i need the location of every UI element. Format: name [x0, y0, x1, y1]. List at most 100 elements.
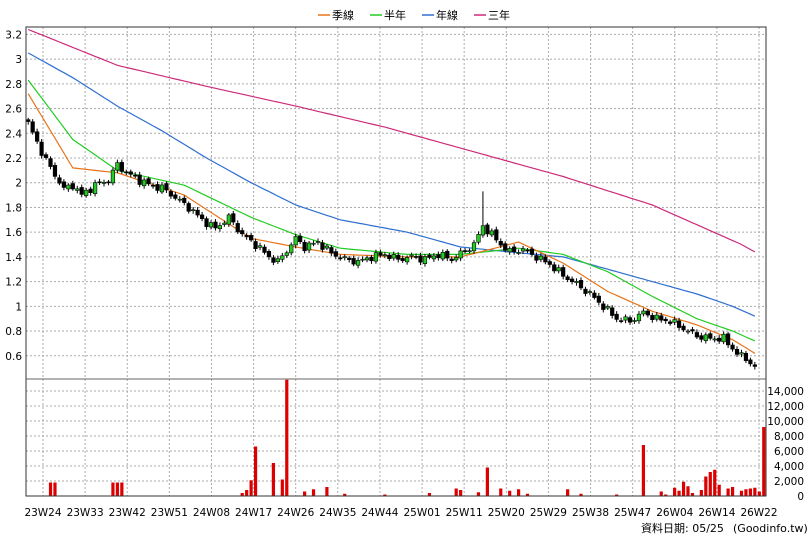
- candle-body: [529, 248, 535, 255]
- candle-body: [699, 335, 704, 340]
- sma-half-line: [27, 79, 756, 342]
- candle-body: [235, 223, 240, 233]
- price-tick-9: 1.4: [5, 252, 22, 264]
- candle-body: [427, 254, 432, 258]
- price-tick-13: 0.6: [5, 351, 22, 363]
- candle-body: [387, 254, 392, 260]
- candle-body: [226, 214, 231, 225]
- volume-bar: [748, 488, 752, 496]
- candle-body: [195, 209, 200, 216]
- candle-body: [217, 225, 223, 230]
- candle-body: [302, 241, 307, 252]
- candle-body: [84, 189, 89, 197]
- candle-body: [271, 257, 276, 263]
- volume-bar: [485, 467, 489, 496]
- candle-body: [315, 241, 321, 243]
- candle-body: [231, 213, 236, 223]
- price-grid: [26, 27, 766, 496]
- candle-body: [726, 333, 731, 346]
- candle-body: [534, 255, 539, 261]
- volume-bar: [726, 488, 730, 496]
- candle-body: [476, 234, 481, 243]
- candle-body: [503, 243, 508, 251]
- candle-body: [204, 218, 209, 228]
- candle-body: [351, 258, 356, 265]
- volume-tick-1: 12,000: [767, 401, 804, 413]
- legend-label-0: 季線: [332, 8, 354, 22]
- candle-body: [445, 250, 450, 259]
- candle-body: [35, 131, 40, 142]
- candle-body: [512, 246, 517, 252]
- candle-body: [578, 280, 584, 289]
- candle-body: [391, 254, 396, 259]
- legend-label-1: 半年: [384, 8, 406, 22]
- volume-bar: [343, 493, 347, 496]
- candle-body: [552, 264, 557, 272]
- volume-bar: [240, 493, 244, 496]
- candle-body: [97, 181, 102, 184]
- candle-body: [569, 278, 575, 283]
- x-tick-8: 24W44: [361, 507, 398, 519]
- candle-body: [561, 267, 566, 277]
- candle-body: [614, 313, 619, 320]
- candle-body: [619, 320, 624, 322]
- candle-body: [280, 255, 285, 260]
- candle-body: [289, 244, 294, 254]
- volume-bar: [699, 490, 703, 496]
- candle-body: [409, 254, 414, 257]
- x-tick-6: 24W26: [277, 507, 314, 519]
- candle-body: [253, 241, 258, 249]
- candle-body: [39, 141, 44, 156]
- candle-body: [601, 303, 606, 310]
- candle-body: [101, 181, 107, 184]
- candle-body: [364, 257, 370, 261]
- volume-bar: [566, 489, 570, 496]
- x-tick-17: 26W22: [740, 507, 777, 519]
- volume-bar: [383, 494, 387, 496]
- candle-body: [422, 256, 428, 264]
- price-tick-1: 3: [15, 54, 22, 66]
- x-tick-15: 26W04: [656, 507, 693, 519]
- candle-body: [596, 295, 601, 303]
- volume-bar: [686, 486, 690, 496]
- volume-bar: [303, 491, 307, 496]
- candle-body: [636, 313, 642, 322]
- volume-bar: [717, 484, 721, 496]
- candle-body: [405, 257, 410, 263]
- candle-body: [480, 225, 486, 236]
- volume-bar: [249, 480, 253, 496]
- price-tick-12: 0.8: [5, 326, 22, 338]
- x-tick-1: 23W33: [67, 507, 104, 519]
- volume-bar: [579, 493, 583, 496]
- price-tick-4: 2.4: [5, 128, 22, 140]
- candle-body: [592, 292, 597, 298]
- x-tick-16: 26W14: [698, 507, 735, 519]
- candle-body: [48, 158, 53, 167]
- candle-body: [57, 177, 62, 184]
- candle-body: [610, 307, 615, 316]
- legend: 季線 半年 年線 三年: [318, 8, 510, 22]
- candle-body: [88, 188, 93, 193]
- candle-body: [244, 234, 249, 238]
- candle-body: [436, 254, 441, 259]
- price-tick-6: 2: [15, 178, 22, 190]
- volume-bar: [245, 490, 249, 496]
- candle-body: [668, 321, 673, 324]
- candle-body: [110, 169, 116, 184]
- volume-bars: [48, 379, 766, 496]
- volume-bar: [762, 427, 766, 496]
- candle-body: [641, 310, 646, 315]
- volume-bar: [454, 488, 458, 496]
- candle-body: [360, 258, 365, 261]
- price-tick-8: 1.6: [5, 227, 22, 239]
- volume-bar: [525, 493, 530, 496]
- volume-bar: [673, 487, 677, 496]
- volume-bar: [659, 491, 663, 496]
- volume-tick-0: 14,000: [767, 386, 804, 398]
- candle-body: [75, 188, 80, 191]
- candle-body: [347, 257, 352, 260]
- volume-bar: [53, 482, 57, 496]
- x-tick-4: 24W08: [193, 507, 230, 519]
- candle-body: [743, 352, 749, 361]
